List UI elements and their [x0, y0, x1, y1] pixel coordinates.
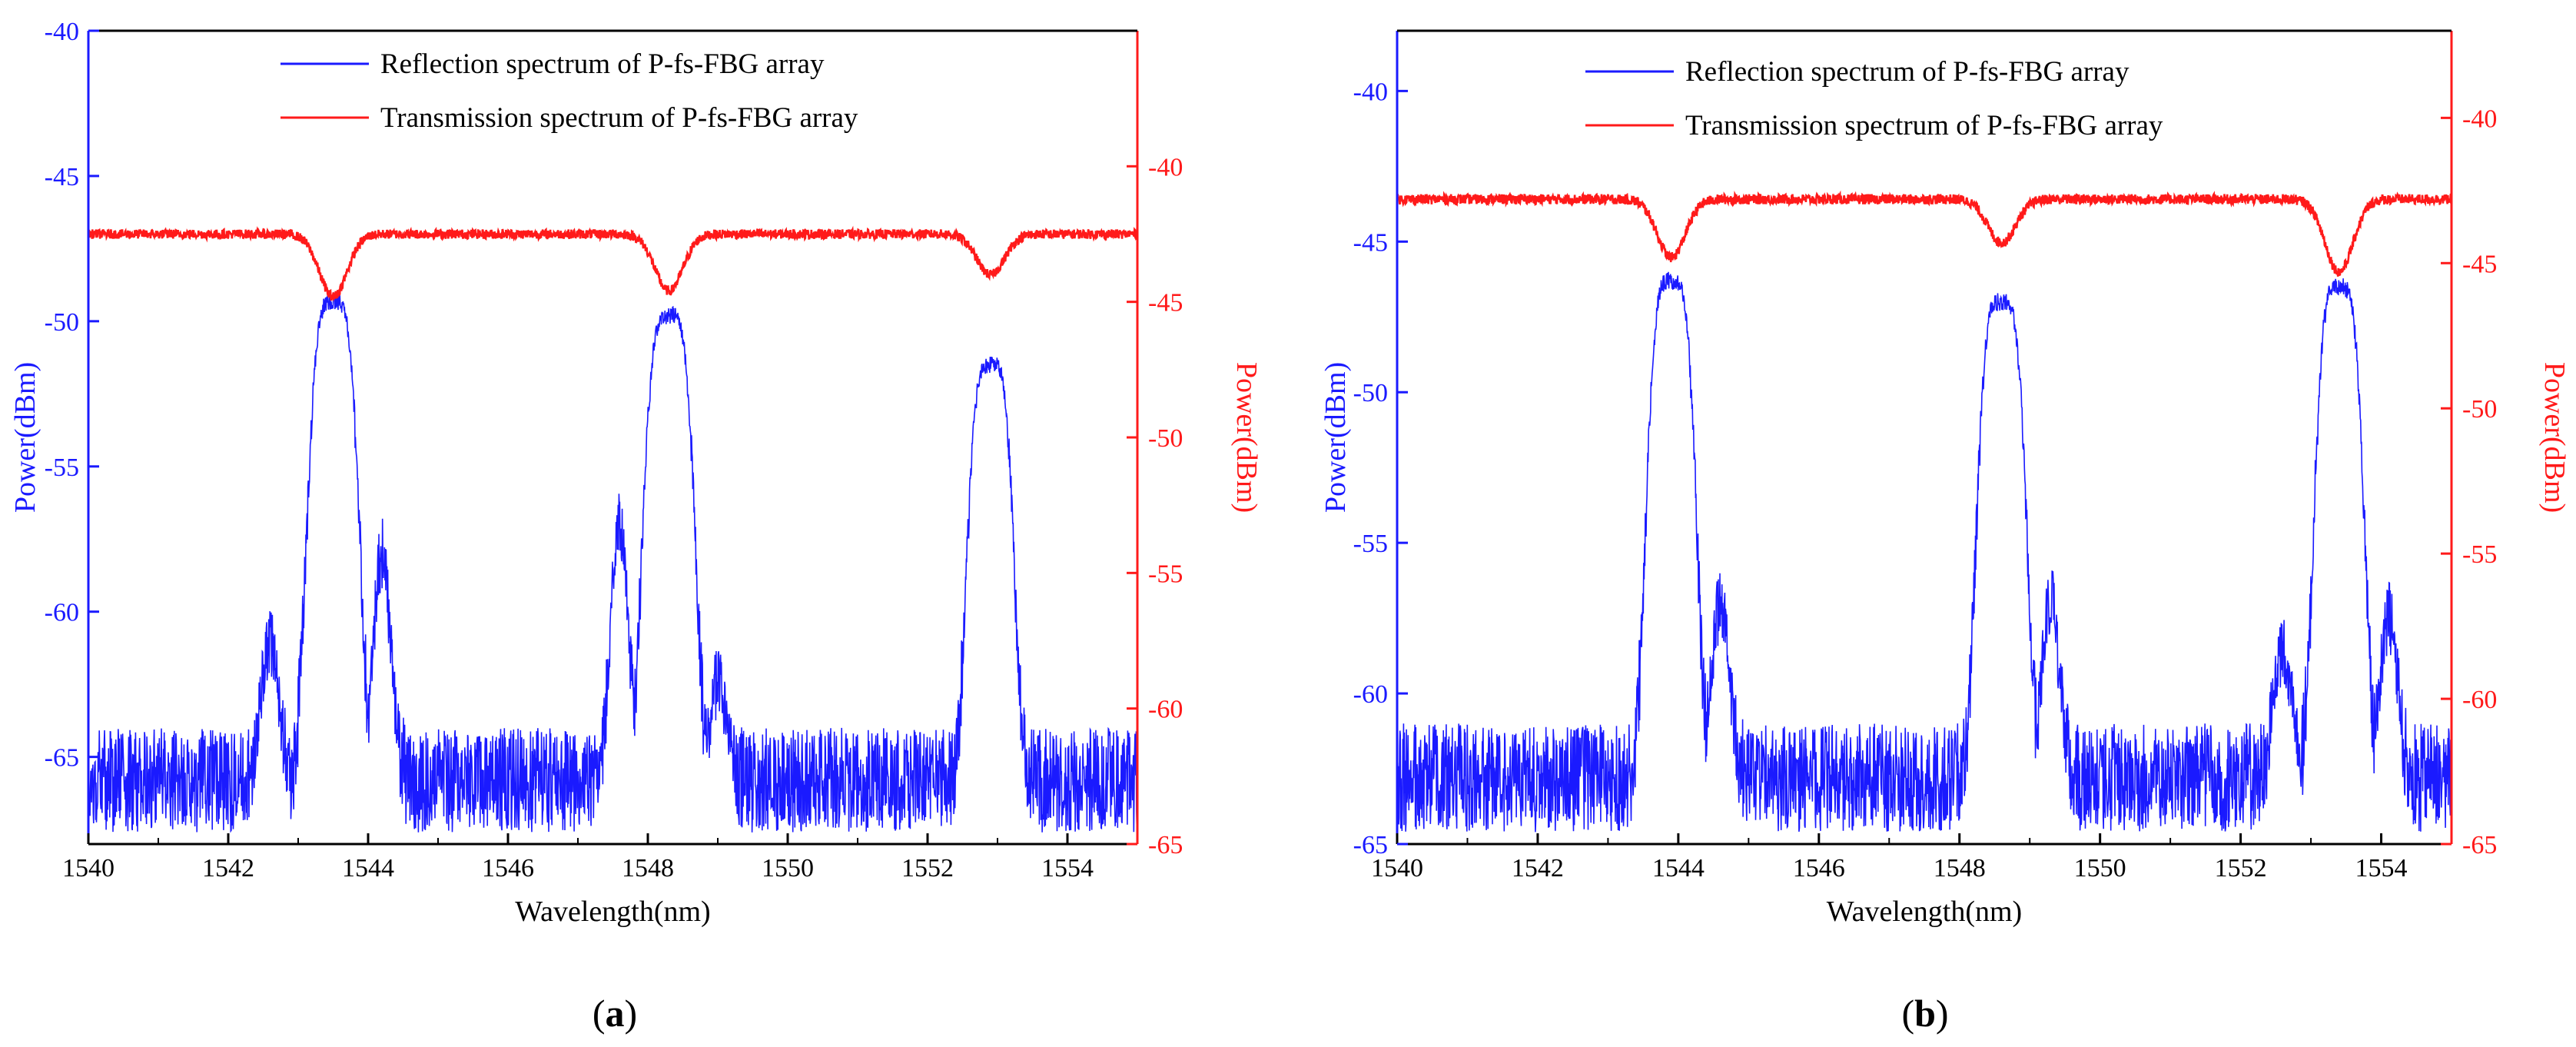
- reflection-series-line-a: [88, 291, 1138, 833]
- x-tick-label: 1540: [1371, 854, 1423, 882]
- x-tick-label: 1540: [62, 854, 115, 882]
- x-axis-label: Wavelength(nm): [515, 896, 710, 928]
- legend-entry: Reflection spectrum of P-fs-FBG array: [1685, 56, 2130, 88]
- reflection-series-line-b: [1396, 271, 2452, 833]
- left-y-tick-label: -45: [1353, 228, 1388, 257]
- x-tick-label: 1542: [1512, 854, 1564, 882]
- x-tick-label: 1546: [1793, 854, 1845, 882]
- left-y-tick-label: -40: [1353, 78, 1388, 106]
- left-y-tick-label: -65: [45, 744, 79, 773]
- left-y-tick-label: -55: [45, 454, 79, 482]
- right-y-tick-label: -50: [1148, 424, 1183, 453]
- x-tick-label: 1546: [482, 854, 534, 882]
- x-tick-label: 1550: [762, 854, 814, 882]
- left-y-tick-label: -50: [1353, 379, 1388, 407]
- x-axis-label: Wavelength(nm): [1827, 896, 2022, 928]
- x-tick-label: 1544: [342, 854, 394, 882]
- right-y-tick-label: -55: [1148, 560, 1183, 588]
- chart-panel-a: 1540 1542 1544 1546 1548 1550 1552 1554 -40 -45 -5…: [9, 18, 1263, 1035]
- right-y-tick-label: -50: [2462, 395, 2497, 424]
- panel-caption: (a): [593, 992, 637, 1035]
- left-y-tick-label: -55: [1353, 530, 1388, 558]
- chart-panel-b: 1540 1542 1544 1546 1548 1550 1552 1554 -40 -45 -5…: [1320, 29, 2571, 1035]
- right-y-tick-label: -40: [2462, 105, 2497, 133]
- left-y-tick-label: -45: [45, 163, 79, 191]
- left-y-tick-label: -60: [45, 599, 79, 627]
- x-tick-label: 1548: [1934, 854, 1986, 882]
- left-y-tick-label: -60: [1353, 680, 1388, 709]
- x-tick-label: 1544: [1652, 854, 1705, 882]
- x-tick-label: 1552: [2215, 854, 2267, 882]
- x-tick-label: 1554: [1041, 854, 1094, 882]
- right-y-tick-label: -60: [1148, 696, 1183, 724]
- transmission-series-line-b: [1396, 190, 2452, 277]
- right-y-tick-label: -65: [2462, 831, 2497, 859]
- x-tick-label: 1552: [901, 854, 954, 882]
- left-y-tick-label: -50: [45, 308, 79, 337]
- left-y-tick-label: -40: [45, 18, 79, 46]
- x-tick-label: 1542: [202, 854, 254, 882]
- right-y-tick-label: -65: [1148, 831, 1183, 859]
- left-y-axis-label: Power(dBm): [9, 362, 41, 513]
- right-y-tick-label: -45: [2462, 250, 2497, 278]
- x-tick-label: 1548: [622, 854, 674, 882]
- right-y-tick-label: -55: [2462, 540, 2497, 569]
- x-tick-label: 1554: [2355, 854, 2408, 882]
- right-y-tick-label: -40: [1148, 153, 1183, 181]
- right-y-axis-label: Power(dBm): [2538, 362, 2571, 513]
- legend-entry: Transmission spectrum of P-fs-FBG array: [1685, 110, 2163, 141]
- panel-caption: (b): [1901, 992, 1948, 1035]
- legend-entry: Transmission spectrum of P-fs-FBG array: [380, 102, 858, 134]
- right-y-tick-label: -60: [2462, 686, 2497, 714]
- transmission-series-line-a: [87, 225, 1139, 302]
- right-y-tick-label: -45: [1148, 289, 1183, 317]
- legend-entry: Reflection spectrum of P-fs-FBG array: [380, 48, 825, 80]
- x-tick-label: 1550: [2074, 854, 2126, 882]
- left-y-axis-label: Power(dBm): [1320, 362, 1352, 513]
- right-y-axis-label: Power(dBm): [1230, 362, 1263, 513]
- left-y-tick-label: -65: [1353, 831, 1388, 859]
